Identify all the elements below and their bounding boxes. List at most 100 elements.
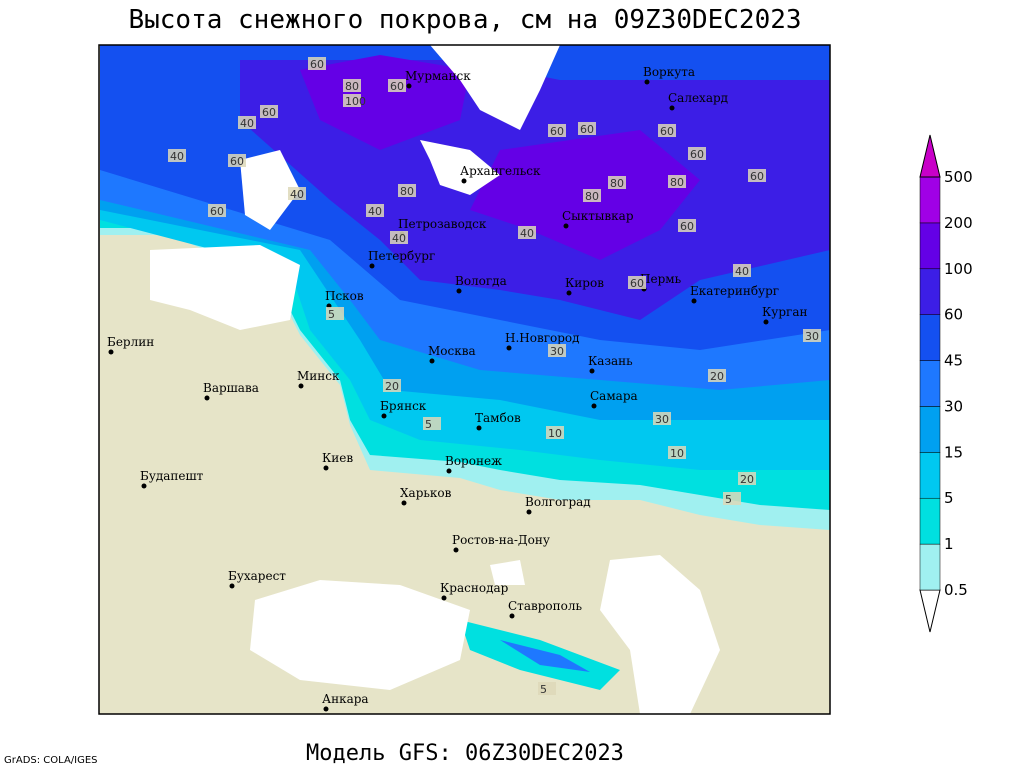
title: Высота снежного покрова, см на 09Z30DEC2… xyxy=(128,5,801,35)
contour-label: 40 xyxy=(290,188,304,201)
contour-label-bg xyxy=(578,122,596,135)
city-label: Краснодар xyxy=(440,581,509,595)
city-label: Вологда xyxy=(455,274,507,288)
legend-band xyxy=(919,222,941,270)
city-label: Воронеж xyxy=(445,454,502,468)
city-dot xyxy=(476,425,482,431)
credit: GrADS: COLA/IGES xyxy=(4,755,98,766)
contour-label: 60 xyxy=(660,125,674,138)
legend-label: 15 xyxy=(944,443,963,461)
contour-label-bg xyxy=(168,149,186,162)
contour-label: 60 xyxy=(550,125,564,138)
contour-label: 40 xyxy=(170,150,184,163)
contour-label: 80 xyxy=(670,176,684,189)
contour-label: 60 xyxy=(230,155,244,168)
contour-label: 20 xyxy=(385,380,399,393)
contour-label: 60 xyxy=(390,80,404,93)
contour-label-bg xyxy=(326,307,344,320)
legend-label: 30 xyxy=(944,397,963,415)
city-label: Самара xyxy=(590,389,638,403)
contour-label-bg xyxy=(518,226,536,239)
city-label: Сыктывкар xyxy=(562,209,634,223)
contour-label: 5 xyxy=(725,493,732,506)
contour-label-bg xyxy=(723,492,741,505)
city-dot xyxy=(446,468,452,474)
contour-label-bg xyxy=(260,105,278,118)
city-dot xyxy=(298,383,304,389)
city-label: Н.Новгород xyxy=(505,331,580,345)
contour-label-bg xyxy=(308,57,326,70)
legend-band xyxy=(919,176,941,224)
city-label: Анкара xyxy=(322,692,369,706)
legend-band xyxy=(919,314,941,361)
contour-label-bg xyxy=(343,79,361,92)
contour-label: 60 xyxy=(262,106,276,119)
legend-label: 1 xyxy=(944,535,954,553)
city-label: Берлин xyxy=(107,335,154,349)
footer: Модель GFS: 06Z30DEC2023 xyxy=(306,741,624,766)
city-label: Ставрополь xyxy=(508,599,582,613)
contour-label: 60 xyxy=(680,220,694,233)
legend-label: 200 xyxy=(944,214,973,232)
contour-label: 80 xyxy=(345,80,359,93)
city-dot xyxy=(406,83,412,89)
city-dot xyxy=(763,319,769,325)
city-label: Киев xyxy=(322,451,353,465)
contour-label-bg xyxy=(608,176,626,189)
city-dot xyxy=(509,613,515,619)
city-label: Казань xyxy=(588,354,633,368)
city-label: Курган xyxy=(762,305,807,319)
contour-label: 60 xyxy=(690,148,704,161)
contour-label-bg xyxy=(738,472,756,485)
contour-label: 40 xyxy=(735,265,749,278)
contour-label: 80 xyxy=(400,185,414,198)
contour-label-bg xyxy=(583,189,601,202)
map-frame xyxy=(98,44,831,715)
city-label: Мурманск xyxy=(405,69,471,83)
city-label: Киров xyxy=(565,276,604,290)
contour-label: 60 xyxy=(310,58,324,71)
legend-label: 60 xyxy=(944,306,963,324)
contour-label-bg xyxy=(388,79,406,92)
contour-label-bg xyxy=(658,124,676,137)
contour-label: 80 xyxy=(610,177,624,190)
city-dot xyxy=(644,79,650,85)
city-label: Ростов-на-Дону xyxy=(452,533,550,547)
city-dot xyxy=(461,178,467,184)
contour-label-bg xyxy=(238,116,256,129)
contour-label-bg xyxy=(733,264,751,277)
legend-band xyxy=(919,452,941,499)
contour-label: 40 xyxy=(392,232,406,245)
city-label: Псков xyxy=(325,289,364,303)
contour-label-bg xyxy=(546,426,564,439)
city-label: Бухарест xyxy=(228,569,286,583)
legend-low xyxy=(919,589,941,633)
contour-label-bg xyxy=(383,379,401,392)
city-dot xyxy=(506,345,512,351)
contour-label: 20 xyxy=(740,473,754,486)
city-label: Харьков xyxy=(400,486,452,500)
city-dot xyxy=(429,358,435,364)
city-label: Пермь xyxy=(640,272,682,286)
legend-label: 100 xyxy=(944,260,973,278)
city-dot xyxy=(526,509,532,515)
city-dot xyxy=(589,368,595,374)
contour-label-bg xyxy=(366,204,384,217)
contour-label-bg xyxy=(548,344,566,357)
contour-label: 5 xyxy=(328,308,335,321)
city-dot xyxy=(456,288,462,294)
contour-label-bg xyxy=(343,94,361,107)
city-dot xyxy=(563,223,569,229)
contour-label: 60 xyxy=(580,123,594,136)
contour-label-bg xyxy=(423,417,441,430)
contour-label: 30 xyxy=(655,413,669,426)
contour-label-bg xyxy=(678,219,696,232)
city-dot xyxy=(691,298,697,304)
contour-label: 60 xyxy=(210,205,224,218)
contour-label: 10 xyxy=(548,427,562,440)
city-dot xyxy=(204,395,210,401)
legend-label: 5 xyxy=(944,489,954,507)
contour-label-bg xyxy=(628,276,646,289)
city-label: Петрозаводск xyxy=(398,217,487,231)
legend-band xyxy=(919,360,941,407)
